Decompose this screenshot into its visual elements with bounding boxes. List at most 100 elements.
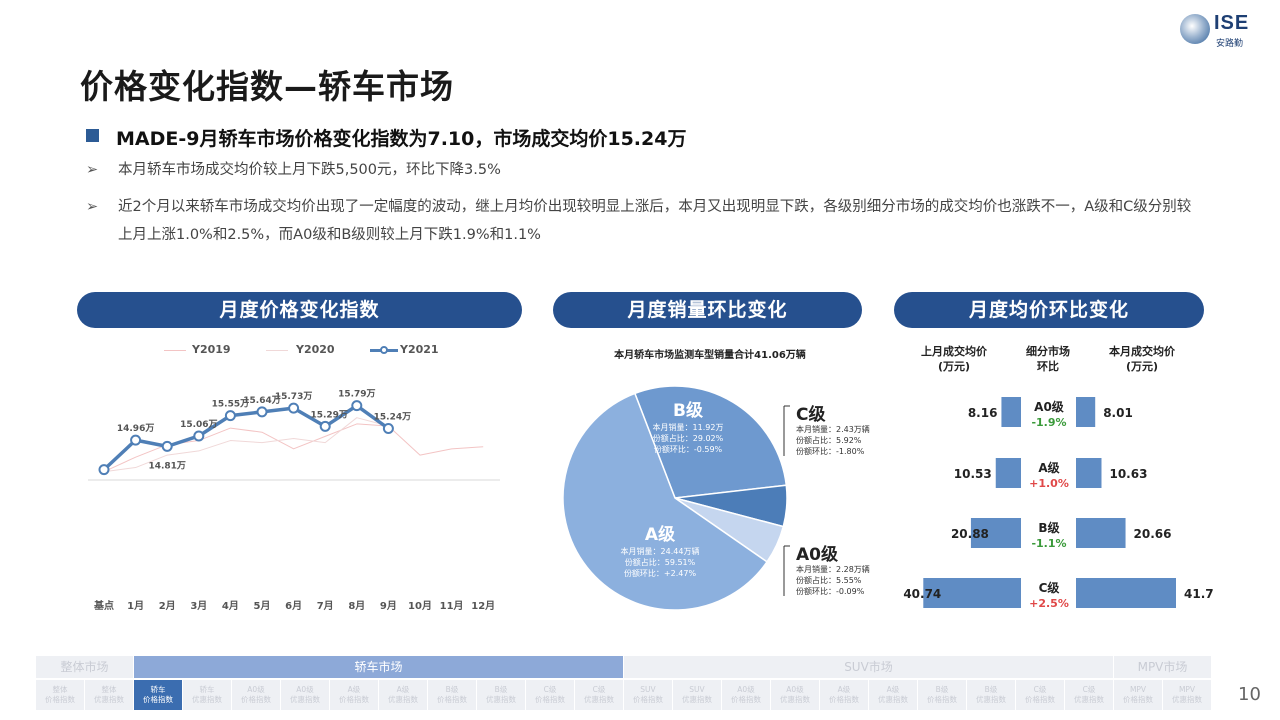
- nav-page-label: 价格指数: [339, 695, 369, 704]
- bar-prev-month: [1001, 397, 1021, 427]
- value-prev: 40.74: [903, 587, 941, 601]
- nav-page-tab[interactable]: MPV 优惠指数: [1163, 680, 1211, 710]
- header-line: 细分市场: [1026, 345, 1070, 358]
- nav-page-tab[interactable]: C级 价格指数: [526, 680, 574, 710]
- pie-slice: [562, 392, 769, 611]
- nav-page-tab[interactable]: A级 优惠指数: [869, 680, 917, 710]
- nav-page-label: 价格指数: [143, 695, 173, 704]
- value-curr: 41.7: [1184, 587, 1214, 601]
- nav-page-tab[interactable]: A0级 优惠指数: [771, 680, 819, 710]
- nav-page-label: C级: [543, 685, 557, 694]
- page-number: 10: [1238, 684, 1261, 705]
- nav-page-label: A0级: [737, 685, 755, 694]
- nav-page-label: 价格指数: [731, 695, 761, 704]
- panel-title-sales: 月度销量环比变化: [553, 292, 862, 328]
- slice-detail: 份额环比：+2.47%: [624, 568, 697, 578]
- nav-page-label: 价格指数: [437, 695, 467, 704]
- nav-page-tab[interactable]: MPV 价格指数: [1114, 680, 1162, 710]
- value-curr: 10.63: [1109, 467, 1147, 481]
- nav-page-tab[interactable]: 轿车 价格指数: [134, 680, 182, 710]
- nav-section-tab[interactable]: SUV市场: [624, 656, 1113, 678]
- nav-page-tab[interactable]: A0级 价格指数: [232, 680, 280, 710]
- panel-title-price: 月度均价环比变化: [894, 292, 1204, 328]
- nav-page-tab[interactable]: 整体 优惠指数: [85, 680, 133, 710]
- nav-page-label: A级: [396, 685, 410, 694]
- data-point: [319, 420, 331, 432]
- nav-page-tab[interactable]: A级 价格指数: [820, 680, 868, 710]
- data-label: 15.24万: [374, 411, 411, 422]
- arrow-bullet-icon: ➢: [86, 162, 99, 178]
- nav-page-tab[interactable]: 轿车 优惠指数: [183, 680, 231, 710]
- header-line: 上月成交均价: [921, 345, 987, 358]
- nav-section-tab[interactable]: 整体市场: [36, 656, 133, 678]
- segment-label: A级: [1038, 460, 1059, 475]
- value-prev: 20.88: [951, 527, 989, 541]
- slice-detail: 份额环比：-0.59%: [654, 444, 723, 454]
- header-line: 本月成交均价: [1109, 345, 1175, 358]
- pie-title: 本月轿车市场监测车型销量合计41.06万辆: [614, 350, 806, 361]
- nav-page-label: 价格指数: [829, 695, 859, 704]
- nav-page-tab[interactable]: C级 价格指数: [1016, 680, 1064, 710]
- slice-detail: 份额环比：-0.09%: [796, 586, 865, 596]
- legend-label: Y2021: [400, 343, 439, 356]
- x-tick-label: 11月: [440, 600, 464, 612]
- legend-swatch: [164, 350, 186, 351]
- x-tick-label: 6月: [285, 600, 302, 612]
- nav-page-label: B级: [935, 685, 949, 694]
- nav-section-tab[interactable]: 轿车市场: [134, 656, 623, 678]
- nav-page-label: SUV: [689, 685, 705, 694]
- nav-page-label: 优惠指数: [584, 695, 614, 704]
- bar-prev-month: [923, 578, 1021, 608]
- segment-change: +1.0%: [1029, 477, 1069, 490]
- slice-detail: 份额环比：-1.80%: [796, 446, 865, 456]
- nav-page-tab[interactable]: B级 价格指数: [918, 680, 966, 710]
- arrow-bullet-icon: ➢: [86, 199, 99, 215]
- x-tick-label: 8月: [348, 600, 365, 612]
- nav-page-tab[interactable]: A级 价格指数: [330, 680, 378, 710]
- bar-prev-month: [970, 518, 1021, 548]
- nav-page-tab[interactable]: B级 优惠指数: [967, 680, 1015, 710]
- legend-label: Y2020: [296, 343, 335, 356]
- data-label: 15.64万: [243, 395, 280, 406]
- slice-detail: 本月销量：11.92万: [653, 422, 724, 432]
- nav-page-label: 价格指数: [927, 695, 957, 704]
- data-label: 14.81万: [148, 460, 185, 471]
- nav-page-tab[interactable]: A0级 优惠指数: [281, 680, 329, 710]
- panel-title-index: 月度价格变化指数: [77, 292, 522, 328]
- bullet-text: 本月轿车市场成交均价较上月下跌5,500元，环比下降3.5%: [118, 162, 501, 178]
- nav-page-tab[interactable]: A0级 价格指数: [722, 680, 770, 710]
- x-tick-label: 10月: [408, 600, 432, 612]
- data-point: [351, 400, 363, 412]
- slice-detail: 份额占比：5.92%: [796, 435, 862, 445]
- nav-page-tab[interactable]: C级 优惠指数: [575, 680, 623, 710]
- headline-square-icon: [86, 129, 99, 142]
- nav-page-label: 轿车: [199, 685, 215, 694]
- nav-page-label: B级: [494, 685, 508, 694]
- data-point: [288, 402, 300, 414]
- value-prev: 10.53: [954, 467, 992, 481]
- data-point: [130, 434, 142, 446]
- nav-page-label: SUV: [640, 685, 656, 694]
- nav-page-tab[interactable]: C级 优惠指数: [1065, 680, 1113, 710]
- x-tick-label: 12月: [471, 600, 495, 612]
- nav-page-tab[interactable]: B级 优惠指数: [477, 680, 525, 710]
- nav-section-tab[interactable]: MPV市场: [1114, 656, 1211, 678]
- nav-page-label: C级: [592, 685, 606, 694]
- slice-label: A级: [645, 524, 675, 545]
- nav-page-tab[interactable]: 整体 价格指数: [36, 680, 84, 710]
- nav-page-label: 优惠指数: [1172, 695, 1202, 704]
- nav-page-label: 价格指数: [241, 695, 271, 704]
- nav-page-label: 优惠指数: [486, 695, 516, 704]
- bar-curr-month: [1076, 397, 1096, 427]
- nav-page-label: 优惠指数: [682, 695, 712, 704]
- nav-page-label: MPV: [1178, 685, 1196, 694]
- headline-text: MADE-9月轿车市场价格变化指数为7.10，市场成交均价15.24万: [116, 128, 687, 150]
- nav-page-label: C级: [1082, 685, 1096, 694]
- slice-detail: 本月销量：24.44万辆: [621, 546, 700, 556]
- nav-page-label: 优惠指数: [388, 695, 418, 704]
- nav-page-label: B级: [445, 685, 459, 694]
- nav-page-tab[interactable]: SUV 价格指数: [624, 680, 672, 710]
- nav-page-tab[interactable]: B级 价格指数: [428, 680, 476, 710]
- nav-page-tab[interactable]: SUV 优惠指数: [673, 680, 721, 710]
- nav-page-tab[interactable]: A级 优惠指数: [379, 680, 427, 710]
